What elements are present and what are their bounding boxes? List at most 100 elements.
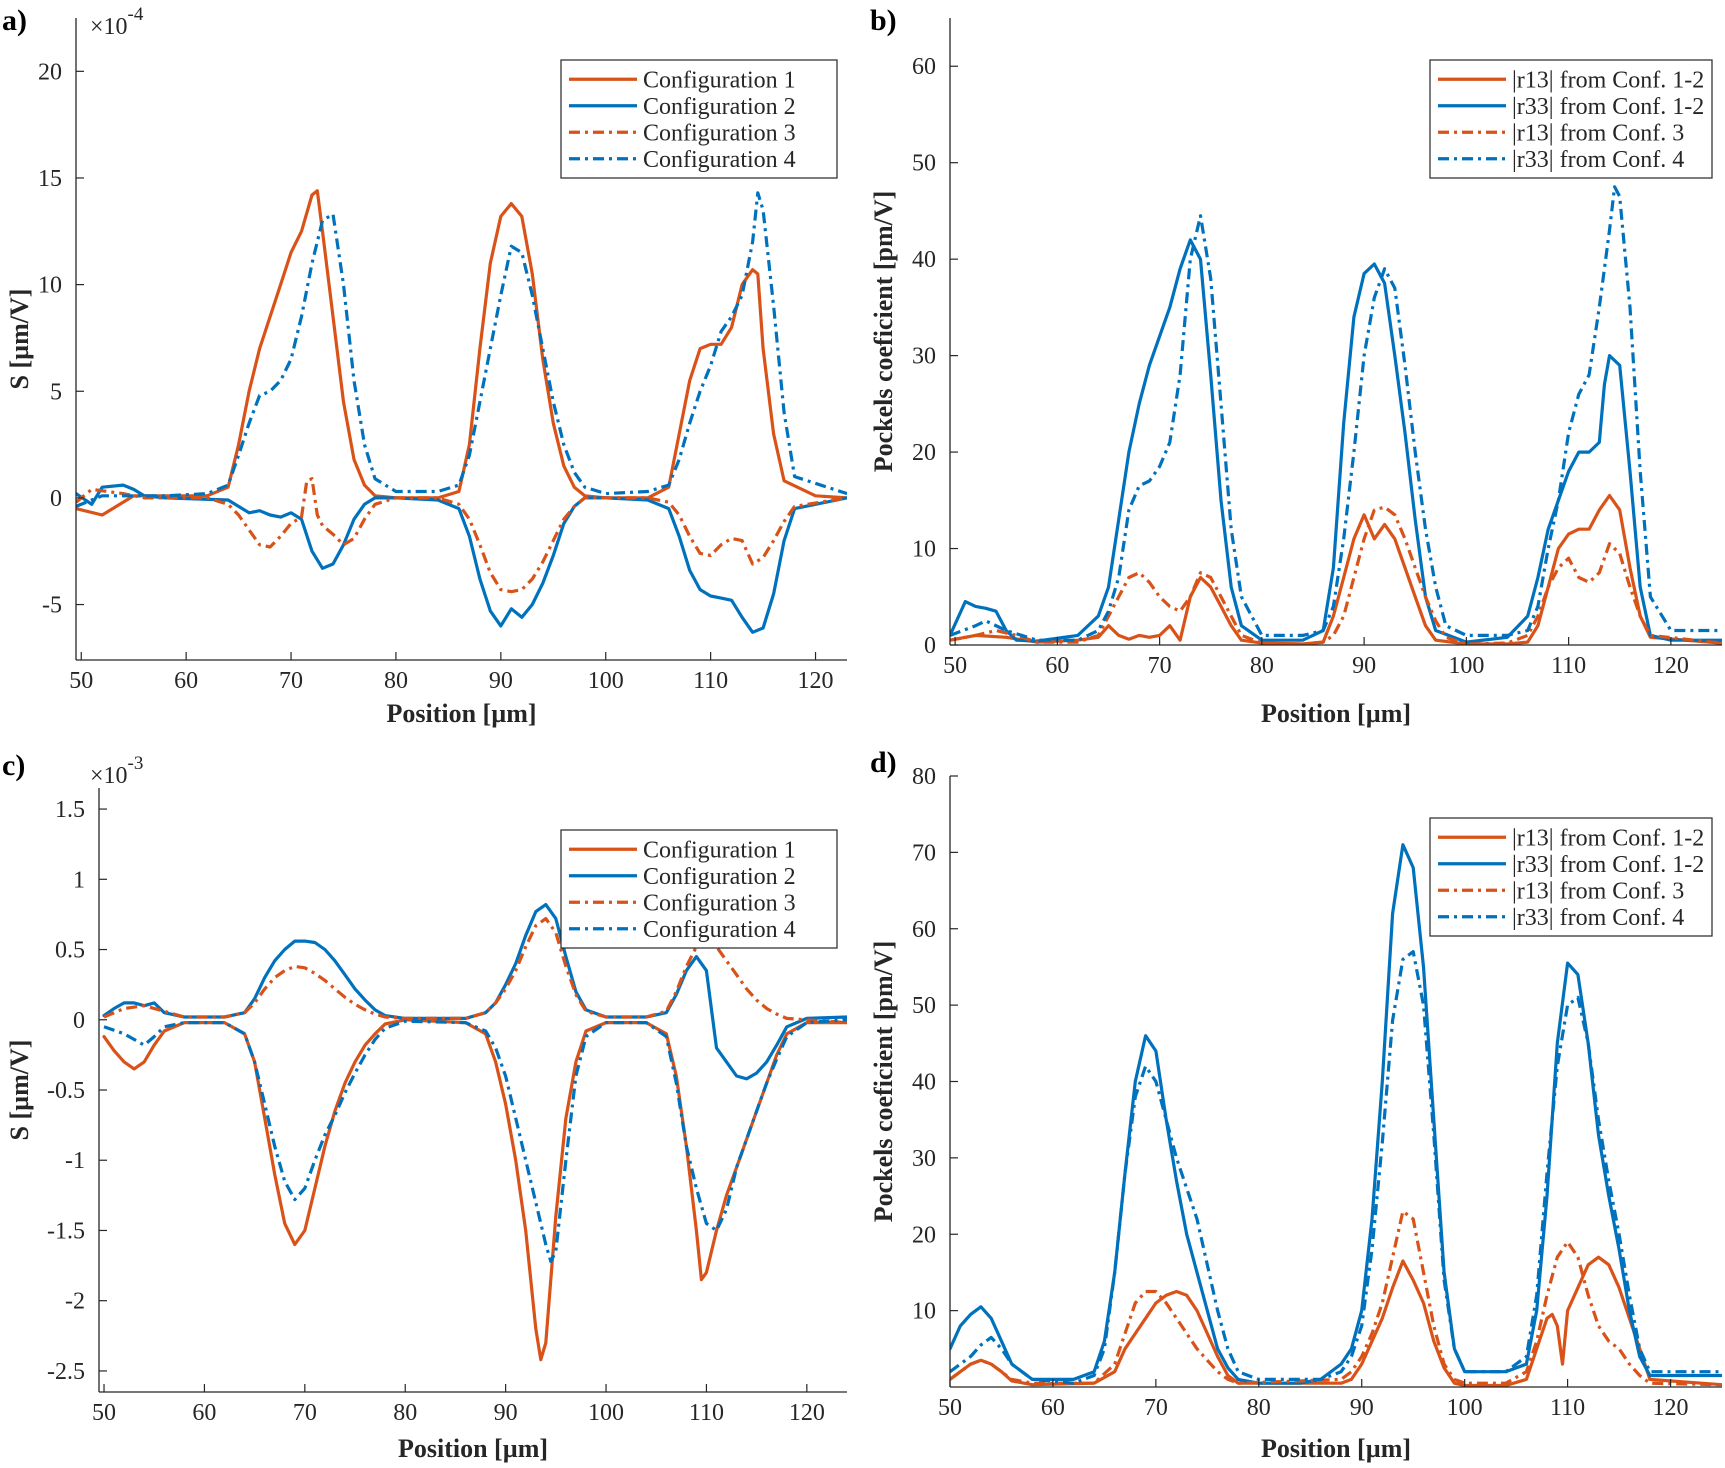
y-tick-label: -1 <box>65 1148 85 1174</box>
series-line-2 <box>950 238 1722 644</box>
y-axis-label: S [µm/V] <box>5 1040 34 1141</box>
x-tick-label: 90 <box>494 1400 518 1426</box>
panel-b: 50 60 70 80 90 100 110 120 0 10 20 30 40 50 60 Position… <box>869 4 1722 728</box>
y-tick-label: 10 <box>38 273 62 299</box>
series-line-1 <box>950 493 1722 645</box>
panel-label: b) <box>870 4 897 37</box>
x-tick-label: 120 <box>1653 1395 1689 1421</box>
series-line-1 <box>950 1255 1722 1387</box>
panel-label: d) <box>870 746 897 779</box>
x-tick-label: 110 <box>1551 653 1586 679</box>
y-tick-label: -1.5 <box>47 1218 85 1244</box>
y-tick-label: 60 <box>912 54 936 80</box>
x-tick-label: 50 <box>943 653 967 679</box>
y-tick-label: 15 <box>38 166 62 192</box>
x-tick-label: 50 <box>92 1400 116 1426</box>
x-tick-label: 80 <box>1247 1395 1271 1421</box>
axis-exponent: ×10-3 <box>90 753 143 789</box>
legend: |r13| from Conf. 1-2|r33| from Conf. 1-2… <box>1429 59 1713 179</box>
y-tick-label: 40 <box>912 247 936 273</box>
y-tick-label: 40 <box>912 1070 936 1096</box>
legend: |r13| from Conf. 1-2|r33| from Conf. 1-2… <box>1429 817 1713 937</box>
series-line-1 <box>102 1018 847 1362</box>
x-tick-label: 80 <box>393 1400 417 1426</box>
legend-entry: Configuration 4 <box>643 147 796 173</box>
x-tick-label: 50 <box>938 1395 962 1421</box>
x-tick-label: 60 <box>1045 653 1069 679</box>
x-tick-label: 80 <box>1250 653 1274 679</box>
series-line-1 <box>76 189 847 517</box>
y-tick-label: 50 <box>912 993 936 1019</box>
x-tick-label: 90 <box>1352 653 1376 679</box>
x-tick-label: 70 <box>279 668 303 694</box>
panel-d: 50 60 70 80 90 100 110 120 10 20 30 40 50 60 70 80 Posit… <box>869 746 1722 1463</box>
series-group <box>950 185 1722 645</box>
series-group <box>102 902 847 1362</box>
x-tick-label: 100 <box>588 668 624 694</box>
y-axis-label: Pockels coeficient [pm/V] <box>869 941 898 1223</box>
legend-entry: Configuration 4 <box>643 917 796 943</box>
legend-entry: |r13| from Conf. 3 <box>1512 878 1684 904</box>
x-tick-label: 110 <box>689 1400 724 1426</box>
x-tick-label: 90 <box>1350 1395 1374 1421</box>
x-tick-label: 120 <box>789 1400 825 1426</box>
legend-entry: |r13| from Conf. 1-2 <box>1512 67 1704 93</box>
series-group <box>950 843 1722 1387</box>
y-tick-label: 20 <box>912 1222 936 1248</box>
y-tick-label: 30 <box>912 344 936 370</box>
x-tick-label: 60 <box>1041 1395 1065 1421</box>
y-tick-label: -0.5 <box>47 1078 85 1104</box>
y-tick-label: 60 <box>912 917 936 943</box>
y-tick-label: 0.5 <box>55 938 85 964</box>
x-tick-label: 100 <box>588 1400 624 1426</box>
y-axis-label: Pockels coeficient [pm/V] <box>869 191 898 473</box>
y-tick-label: 80 <box>912 764 936 790</box>
x-tick-label: 110 <box>1550 1395 1585 1421</box>
x-tick-label: 60 <box>192 1400 216 1426</box>
legend-entry: |r33| from Conf. 1-2 <box>1512 852 1704 878</box>
x-tick-label: 120 <box>798 668 834 694</box>
legend-entry: Configuration 2 <box>643 94 796 120</box>
y-tick-label: 1 <box>73 867 85 893</box>
y-tick-label: 5 <box>50 379 62 405</box>
x-tick-label: 70 <box>1148 653 1172 679</box>
y-tick-label: -5 <box>42 593 62 619</box>
series-group <box>76 189 847 634</box>
legend-entry: |r13| from Conf. 3 <box>1512 120 1684 146</box>
legend-entry: Configuration 1 <box>643 837 796 863</box>
x-tick-label: 70 <box>293 1400 317 1426</box>
y-tick-label: -2 <box>65 1289 85 1315</box>
panel-a: 50 60 70 80 90 100 110 120 -5 0 5 10 15 20 Position [µ… <box>2 4 847 728</box>
x-axis-label: Position [µm] <box>398 1434 548 1463</box>
series-line-2 <box>102 902 847 1081</box>
y-tick-label: 70 <box>912 840 936 866</box>
y-tick-label: 0 <box>50 486 62 512</box>
panel-label: c) <box>2 749 25 782</box>
x-axis-label: Position [µm] <box>386 699 536 728</box>
y-tick-label: 1.5 <box>55 797 85 823</box>
legend-entry: |r13| from Conf. 1-2 <box>1512 825 1704 851</box>
x-tick-label: 90 <box>489 668 513 694</box>
y-tick-label: 10 <box>912 1299 936 1325</box>
x-tick-label: 60 <box>174 668 198 694</box>
y-tick-label: -2.5 <box>47 1359 85 1385</box>
x-tick-label: 100 <box>1447 1395 1483 1421</box>
panel-c: 50 60 70 80 90 100 110 120 -2.5 -2 -1.5 -1 -0.5 0 0.5 1… <box>2 749 847 1463</box>
x-tick-label: 100 <box>1448 653 1484 679</box>
x-axis-label: Position [µm] <box>1261 699 1411 728</box>
series-line-4 <box>103 1018 847 1264</box>
y-tick-label: 20 <box>912 440 936 466</box>
y-tick-label: 10 <box>912 537 936 563</box>
y-tick-label: 50 <box>912 151 936 177</box>
y-tick-label: 30 <box>912 1146 936 1172</box>
series-line-4 <box>76 191 847 508</box>
series-line-4 <box>950 185 1722 642</box>
x-tick-label: 70 <box>1144 1395 1168 1421</box>
y-tick-label: 20 <box>38 59 62 85</box>
legend-entry: Configuration 2 <box>643 864 796 890</box>
x-axis-label: Position [µm] <box>1261 1434 1411 1463</box>
series-line-2 <box>76 483 847 634</box>
